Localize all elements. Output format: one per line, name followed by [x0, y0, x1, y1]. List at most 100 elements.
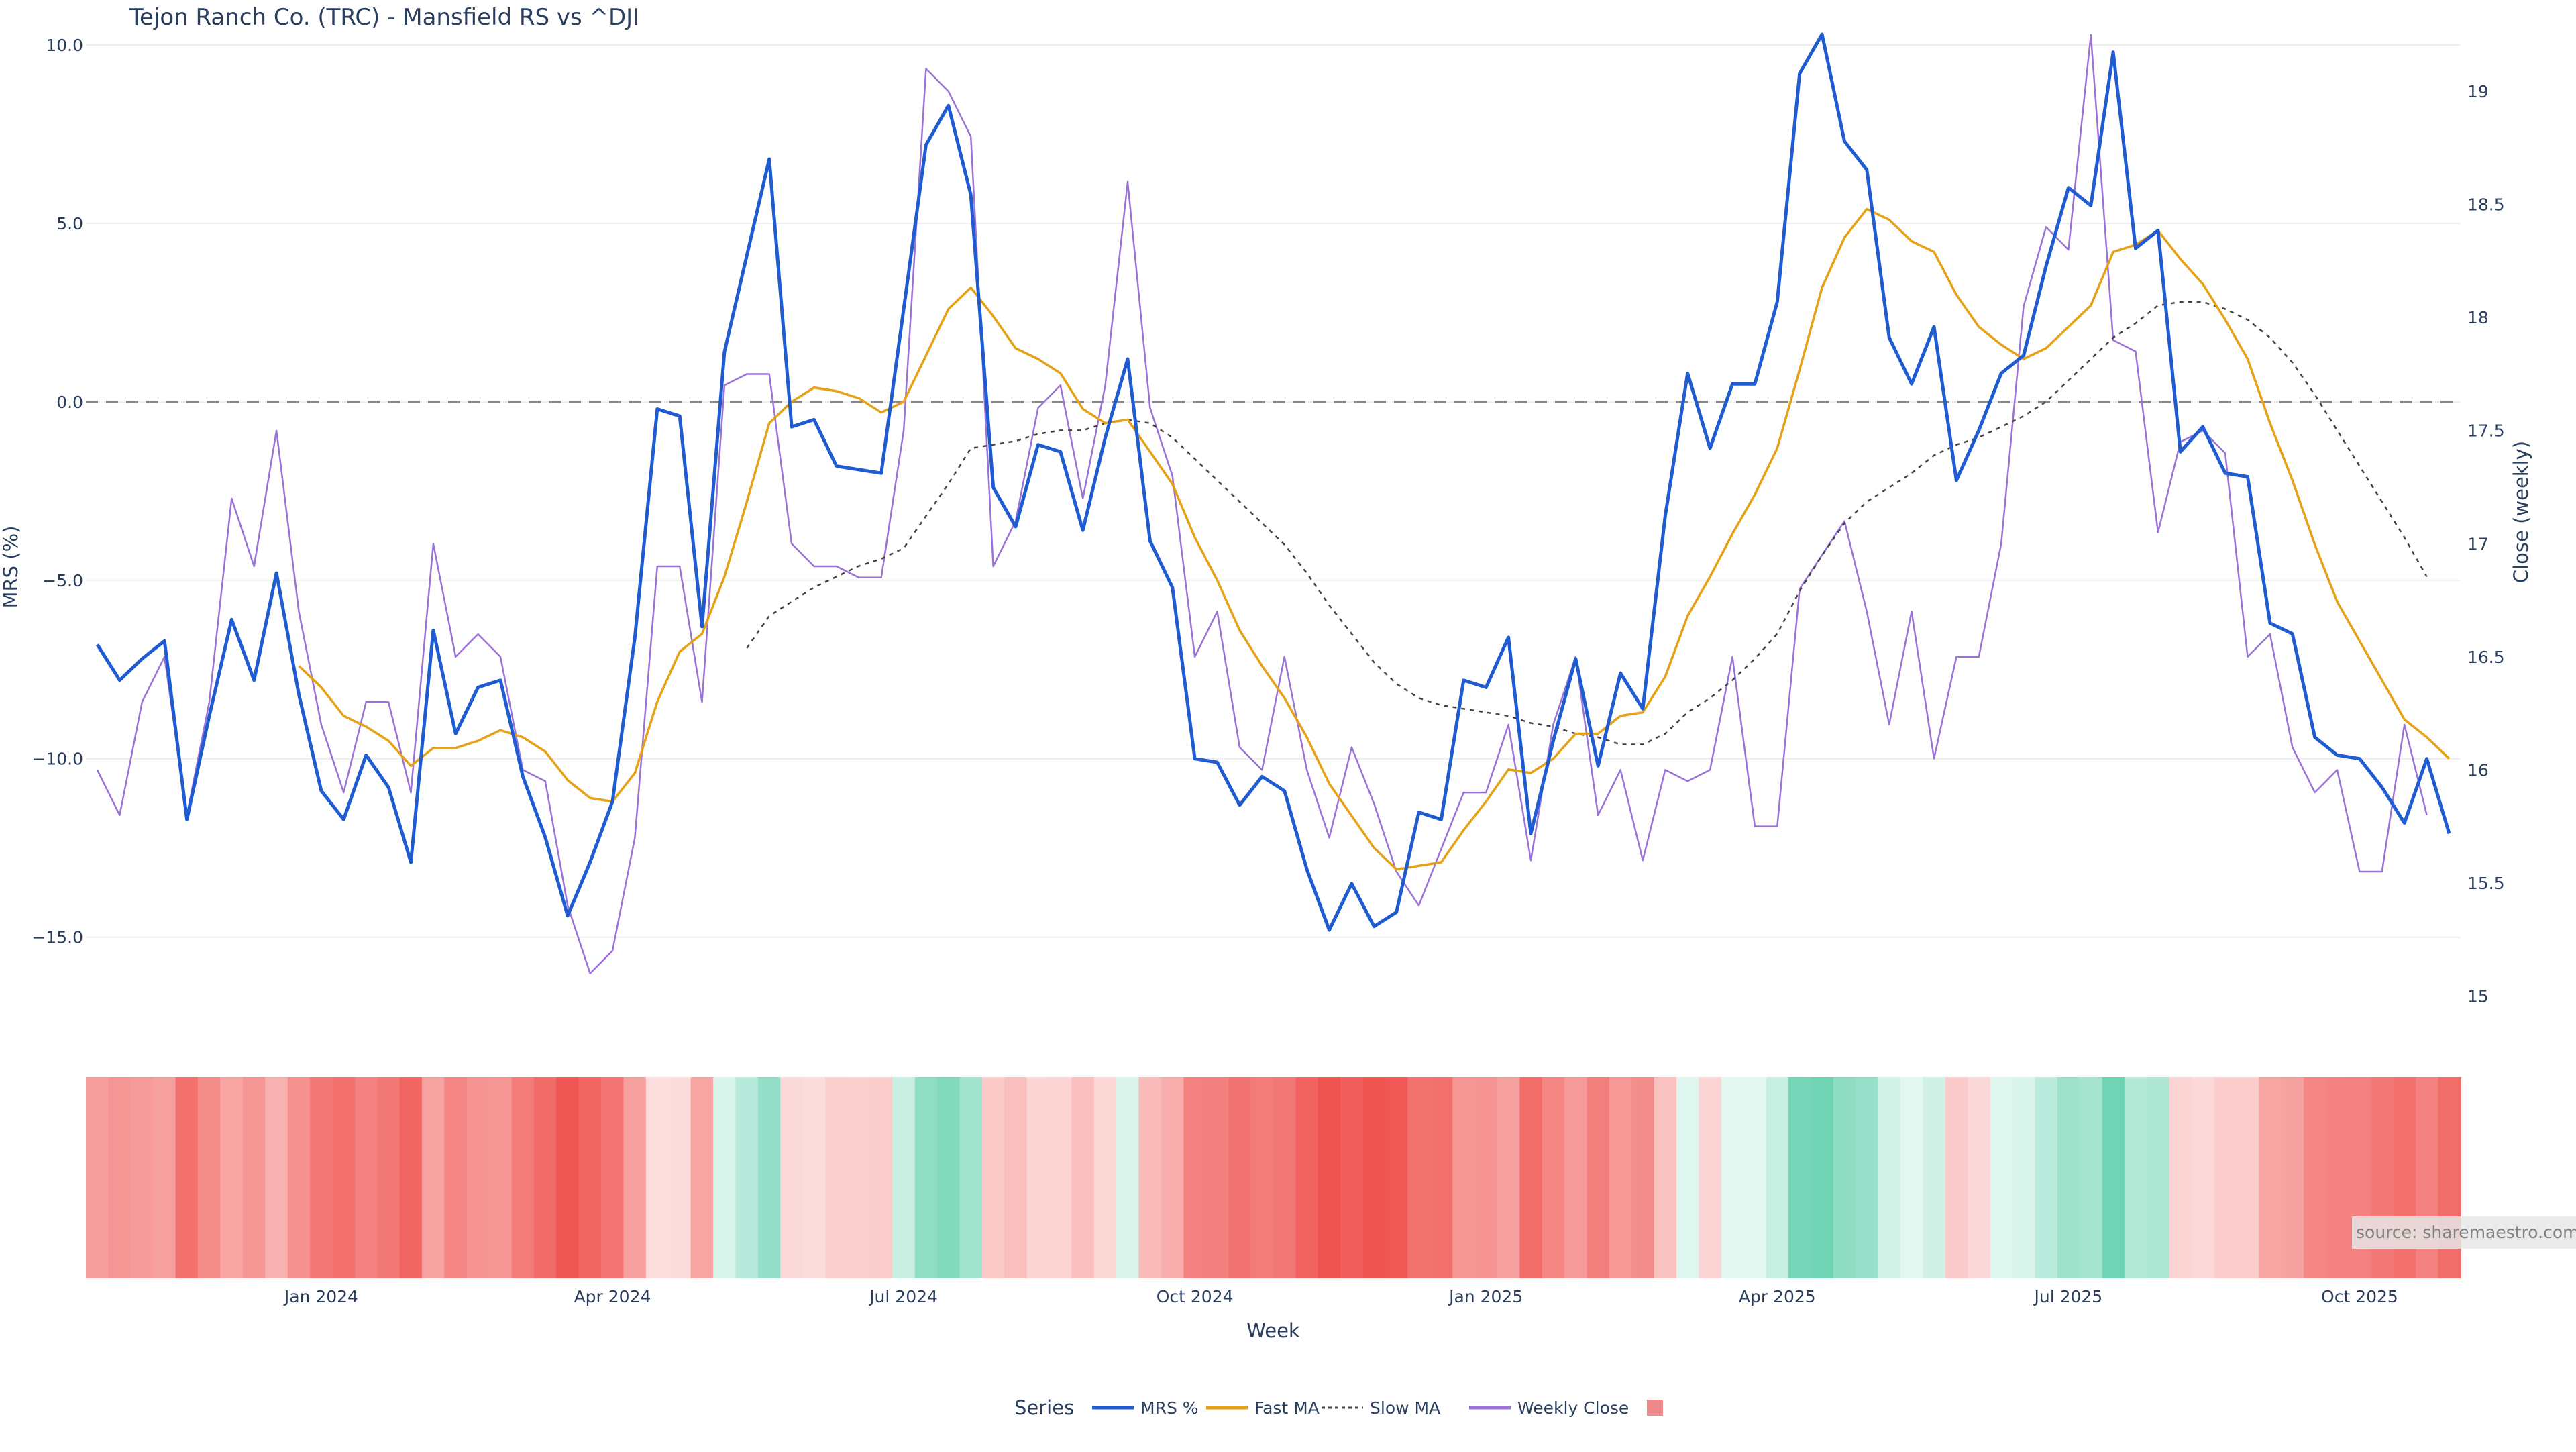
heatmap-cell [1497, 1077, 1521, 1278]
y2-tick-label: 17.5 [2467, 421, 2505, 441]
heatmap-cell [937, 1077, 961, 1278]
heatmap-cell [1362, 1077, 1386, 1278]
chart-title: Tejon Ranch Co. (TRC) - Mansfield RS vs … [129, 4, 640, 31]
x-tick-label: Apr 2025 [1739, 1287, 1816, 1306]
heatmap-cell [1183, 1077, 1207, 1278]
heatmap-cell [1407, 1077, 1431, 1278]
x-tick-label: Oct 2024 [1157, 1287, 1234, 1306]
heatmap-cell [332, 1077, 356, 1278]
heatmap-cell [1990, 1077, 2013, 1278]
x-tick-label: Apr 2024 [574, 1287, 651, 1306]
x-tick-label: Jan 2024 [283, 1287, 358, 1306]
heatmap-cell [1205, 1077, 1229, 1278]
heatmap-cell [2192, 1077, 2215, 1278]
y-tick-label: −10.0 [32, 749, 83, 769]
heatmap-cell [601, 1077, 625, 1278]
heatmap-cell [153, 1077, 176, 1278]
heatmap-cell [2304, 1077, 2327, 1278]
heatmap-cell [2080, 1077, 2103, 1278]
heatmap-cell [444, 1077, 468, 1278]
heatmap-cell [533, 1077, 557, 1278]
y2-tick-label: 15.5 [2467, 874, 2505, 893]
axis-layer: 10.0 5.0 0.0 −5.0 −10.0 −15.0 19 18.5 18 17.5 17 16… [0, 36, 2532, 1342]
heatmap-cell [1430, 1077, 1453, 1278]
heatmap-cell [2057, 1077, 2081, 1278]
heatmap-cell [1743, 1077, 1767, 1278]
heatmap-cell [735, 1077, 759, 1278]
heatmap-cell [489, 1077, 513, 1278]
y-tick-label: −15.0 [32, 928, 83, 947]
heatmap-strip [86, 1077, 2461, 1278]
heatmap-cell [1564, 1077, 1588, 1278]
heatmap-cell [220, 1077, 244, 1278]
legend-label: Slow MA [1370, 1398, 1440, 1418]
legend-label: Weekly Close [1517, 1398, 1629, 1418]
y2-axis-title: Close (weekly) [2510, 441, 2532, 583]
heatmap-cell [713, 1077, 737, 1278]
heatmap-cell [1093, 1077, 1117, 1278]
heatmap-cell [780, 1077, 804, 1278]
heatmap-cell [959, 1077, 983, 1278]
heatmap-cell [2147, 1077, 2170, 1278]
heatmap-cell [421, 1077, 445, 1278]
heatmap-cell [1250, 1077, 1274, 1278]
heatmap-cell [2259, 1077, 2282, 1278]
y-tick-label: 10.0 [46, 36, 83, 55]
heatmap-cell [847, 1077, 871, 1278]
heatmap-cell [1519, 1077, 1543, 1278]
heatmap-cell [265, 1077, 288, 1278]
y-axis-title: MRS (%) [0, 526, 22, 609]
series-fast-ma-line [298, 207, 2451, 871]
heatmap-cell [2102, 1077, 2125, 1278]
heatmap-cell [2035, 1077, 2058, 1278]
heatmap-cell [108, 1077, 131, 1278]
y2-tick-label: 17 [2467, 534, 2489, 554]
heatmap-cell [2237, 1077, 2260, 1278]
heatmap-cell [175, 1077, 199, 1278]
heatmap-cell [1049, 1077, 1073, 1278]
heatmap-cell [1385, 1077, 1409, 1278]
heatmap-cell [1654, 1077, 1677, 1278]
heatmap-cell [1631, 1077, 1655, 1278]
series-weekly-close-line [96, 34, 2428, 974]
y2-tick-label: 16 [2467, 760, 2489, 780]
x-tick-label: Jan 2025 [1448, 1287, 1523, 1306]
y-tick-label: 0.0 [56, 393, 83, 412]
heatmap-cell [1923, 1077, 1946, 1278]
heatmap-cell [198, 1077, 221, 1278]
x-axis-title: Week [1246, 1319, 1300, 1342]
series-mrs-line [95, 32, 2451, 932]
y2-tick-label: 19 [2467, 82, 2489, 101]
heatmap-cell [578, 1077, 602, 1278]
heatmap-cell [466, 1077, 490, 1278]
heatmap-cell [2214, 1077, 2237, 1278]
heatmap-cell [310, 1077, 333, 1278]
source-note: source: sharemaestro.com [2352, 1216, 2576, 1249]
legend-swatch [1647, 1400, 1663, 1416]
heatmap-cell [1542, 1077, 1565, 1278]
heatmap-cell [914, 1077, 938, 1278]
heatmap-cell [1340, 1077, 1364, 1278]
heatmap-cell [1116, 1077, 1140, 1278]
x-tick-label: Jul 2024 [868, 1287, 938, 1306]
heatmap-cell [556, 1077, 580, 1278]
heatmap-cell [2125, 1077, 2148, 1278]
heatmap-cell [1004, 1077, 1028, 1278]
heatmap-cell [1878, 1077, 1901, 1278]
heatmap-cell [399, 1077, 423, 1278]
heatmap-cell [1452, 1077, 1476, 1278]
heatmap-cell [1587, 1077, 1610, 1278]
heatmap-cell [1026, 1077, 1050, 1278]
heatmap-cell [1228, 1077, 1252, 1278]
heatmap-cell [1609, 1077, 1633, 1278]
heatmap-cell [2281, 1077, 2304, 1278]
heatmap-cell [377, 1077, 400, 1278]
heatmap-cell [623, 1077, 647, 1278]
heatmap-cell [690, 1077, 714, 1278]
series-layer [95, 32, 2451, 974]
x-tick-label: Jul 2025 [2033, 1287, 2102, 1306]
y-tick-label: −5.0 [42, 571, 83, 590]
heatmap-cell [354, 1077, 378, 1278]
series-slow-ma-line [746, 301, 2428, 745]
